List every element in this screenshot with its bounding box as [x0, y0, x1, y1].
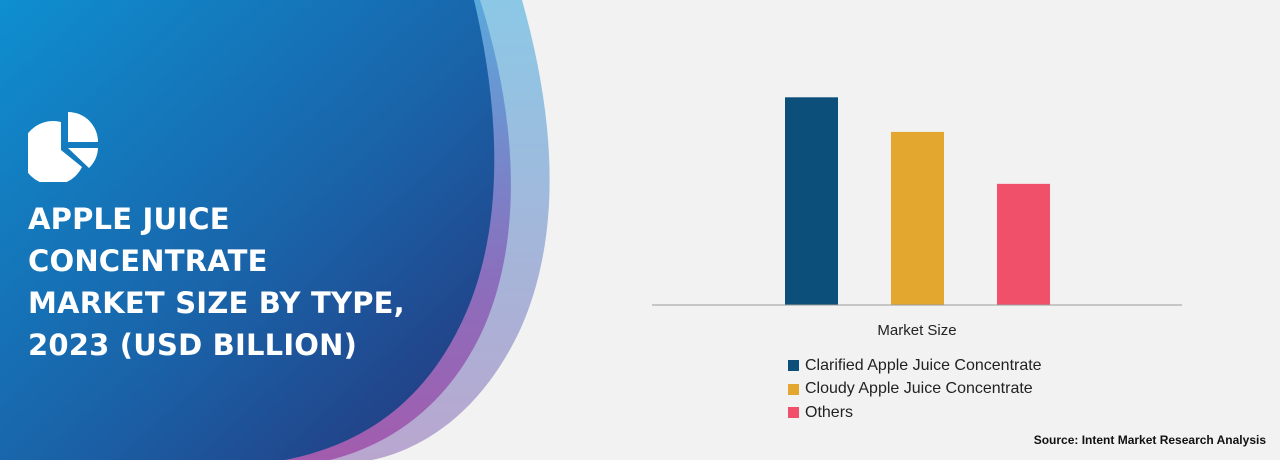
legend-swatch [788, 383, 799, 395]
bar-clarified-apple-juice-concentrate [785, 97, 838, 305]
title-line-2: CONCENTRATE [28, 244, 268, 278]
title-panel: APPLE JUICE CONCENTRATE MARKET SIZE BY T… [0, 0, 560, 460]
title-line-1: APPLE JUICE [28, 202, 230, 236]
bar-group [785, 97, 1050, 305]
legend-item: Clarified Apple Juice Concentrate [788, 354, 1042, 378]
legend-label: Cloudy Apple Juice Concentrate [805, 380, 1033, 398]
title-line-3: MARKET SIZE BY TYPE, [28, 286, 405, 320]
chart-legend: Clarified Apple Juice Concentrate Cloudy … [788, 354, 1042, 425]
legend-label: Others [805, 403, 854, 421]
legend-label: Clarified Apple Juice Concentrate [805, 356, 1042, 374]
bar-cloudy-apple-juice-concentrate [891, 131, 944, 305]
legend-item: Cloudy Apple Juice Concentrate [788, 378, 1042, 402]
pie-chart-icon [28, 112, 98, 182]
x-axis-label: Market Size [877, 322, 956, 339]
bar-chart: Market Size [652, 97, 1182, 339]
legend-item: Others [788, 401, 1042, 425]
main-blue-panel [0, 0, 495, 460]
chart-title: APPLE JUICE CONCENTRATE MARKET SIZE BY T… [28, 198, 428, 366]
title-line-4: 2023 (USD BILLION) [28, 328, 358, 362]
bar-others [997, 183, 1050, 305]
legend-swatch [788, 407, 799, 419]
source-note: Source: Intent Market Research Analysis [1033, 433, 1266, 447]
legend-swatch [788, 360, 799, 372]
